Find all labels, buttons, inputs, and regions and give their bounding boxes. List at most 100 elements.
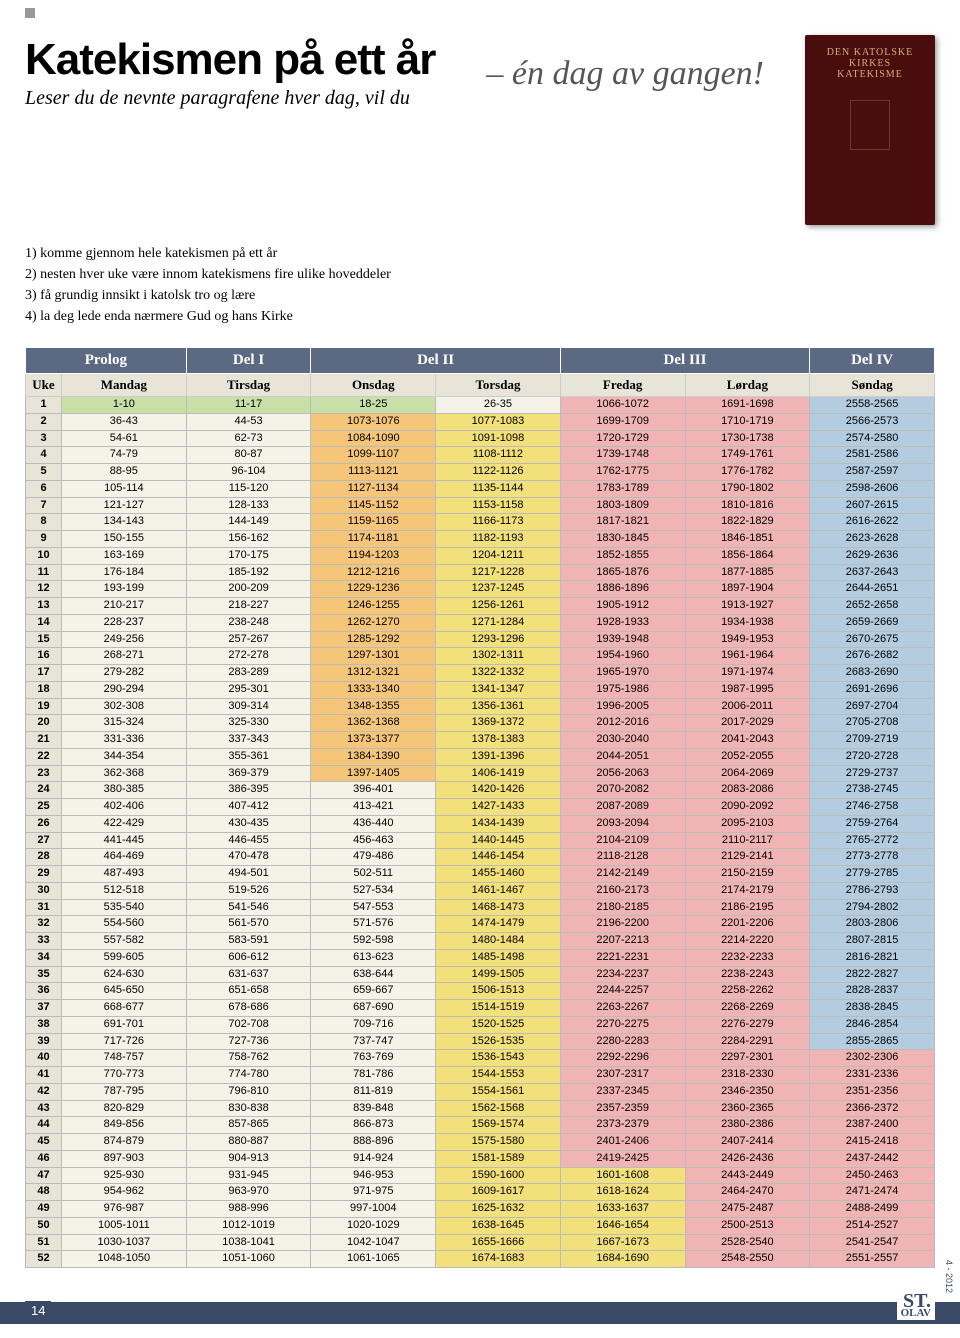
week-number-cell: 29 <box>26 866 62 883</box>
table-row: 43820-829830-838839-8481562-15682357-235… <box>26 1100 935 1117</box>
schedule-cell: 121-127 <box>62 497 187 514</box>
schedule-cell: 2759-2764 <box>810 815 935 832</box>
table-row: 236-4344-531073-10761077-10831699-170917… <box>26 413 935 430</box>
week-number-cell: 8 <box>26 514 62 531</box>
schedule-cell: 557-582 <box>62 933 187 950</box>
schedule-cell: 2284-2291 <box>685 1033 810 1050</box>
book-line: KIRKES <box>813 58 927 69</box>
part-header-cell: Prolog <box>26 348 187 374</box>
table-row: 37668-677678-686687-6901514-15192263-226… <box>26 1000 935 1017</box>
schedule-cell: 1420-1426 <box>436 782 561 799</box>
schedule-cell: 238-248 <box>186 614 311 631</box>
schedule-cell: 512-518 <box>62 882 187 899</box>
day-header-cell: Lørdag <box>685 374 810 397</box>
schedule-cell: 1005-1011 <box>62 1217 187 1234</box>
schedule-cell: 946-953 <box>311 1167 436 1184</box>
table-row: 33557-582583-591592-5981480-14842207-221… <box>26 933 935 950</box>
week-number-cell: 41 <box>26 1067 62 1084</box>
schedule-cell: 1633-1637 <box>560 1201 685 1218</box>
table-row: 14228-237238-2481262-12701271-12841928-1… <box>26 614 935 631</box>
schedule-cell: 2816-2821 <box>810 949 935 966</box>
schedule-cell: 2846-2854 <box>810 1016 935 1033</box>
schedule-cell: 2807-2815 <box>810 933 935 950</box>
table-row: 44849-856857-865866-8731569-15742373-237… <box>26 1117 935 1134</box>
schedule-cell: 2201-2206 <box>685 916 810 933</box>
intro-item: 1) komme gjennom hele katekismen på ett … <box>25 243 935 264</box>
week-number-cell: 45 <box>26 1134 62 1151</box>
schedule-cell: 1406-1419 <box>436 765 561 782</box>
schedule-cell: 2244-2257 <box>560 983 685 1000</box>
schedule-cell: 787-795 <box>62 1083 187 1100</box>
schedule-cell: 758-762 <box>186 1050 311 1067</box>
schedule-cell: 2746-2758 <box>810 799 935 816</box>
schedule-cell: 2629-2636 <box>810 547 935 564</box>
schedule-cell: 645-650 <box>62 983 187 1000</box>
week-number-cell: 2 <box>26 413 62 430</box>
week-number-cell: 25 <box>26 799 62 816</box>
schedule-cell: 954-962 <box>62 1184 187 1201</box>
day-header-row: UkeMandagTirsdagOnsdagTorsdagFredagLørda… <box>26 374 935 397</box>
schedule-cell: 80-87 <box>186 447 311 464</box>
week-number-cell: 40 <box>26 1050 62 1067</box>
intro-list: 1) komme gjennom hele katekismen på ett … <box>25 243 935 327</box>
schedule-cell: 781-786 <box>311 1067 436 1084</box>
schedule-cell: 2822-2827 <box>810 966 935 983</box>
schedule-cell: 737-747 <box>311 1033 436 1050</box>
week-number-cell: 34 <box>26 949 62 966</box>
table-row: 474-7980-871099-11071108-11121739-174817… <box>26 447 935 464</box>
schedule-cell: 1384-1390 <box>311 748 436 765</box>
schedule-cell: 2450-2463 <box>810 1167 935 1184</box>
table-row: 26422-429430-435436-4401434-14392093-209… <box>26 815 935 832</box>
schedule-cell: 1480-1484 <box>436 933 561 950</box>
schedule-cell: 1373-1377 <box>311 732 436 749</box>
schedule-cell: 1145-1152 <box>311 497 436 514</box>
schedule-cell: 1061-1065 <box>311 1251 436 1268</box>
schedule-cell: 1030-1037 <box>62 1234 187 1251</box>
table-row: 42787-795796-810811-8191554-15612337-234… <box>26 1083 935 1100</box>
schedule-cell: 470-478 <box>186 849 311 866</box>
schedule-cell: 185-192 <box>186 564 311 581</box>
book-emblem-icon <box>850 100 890 150</box>
schedule-cell: 971-975 <box>311 1184 436 1201</box>
schedule-cell: 2683-2690 <box>810 665 935 682</box>
schedule-cell: 1954-1960 <box>560 648 685 665</box>
table-row: 28464-469470-478479-4861446-14542118-212… <box>26 849 935 866</box>
schedule-cell: 2786-2793 <box>810 882 935 899</box>
schedule-body: 11-1011-1718-2526-351066-10721691-169825… <box>26 397 935 1268</box>
schedule-cell: 2838-2845 <box>810 1000 935 1017</box>
book-line: KATEKISME <box>813 69 927 80</box>
schedule-cell: 2118-2128 <box>560 849 685 866</box>
table-row: 41770-773774-780781-7861544-15532307-231… <box>26 1067 935 1084</box>
schedule-cell: 2488-2499 <box>810 1201 935 1218</box>
schedule-cell: 811-819 <box>311 1083 436 1100</box>
schedule-cell: 430-435 <box>186 815 311 832</box>
schedule-cell: 763-769 <box>311 1050 436 1067</box>
schedule-cell: 624-630 <box>62 966 187 983</box>
schedule-cell: 2443-2449 <box>685 1167 810 1184</box>
week-number-cell: 46 <box>26 1150 62 1167</box>
schedule-cell: 2437-2442 <box>810 1150 935 1167</box>
schedule-cell: 2207-2213 <box>560 933 685 950</box>
schedule-cell: 541-546 <box>186 899 311 916</box>
schedule-cell: 176-184 <box>62 564 187 581</box>
schedule-cell: 2292-2296 <box>560 1050 685 1067</box>
schedule-cell: 880-887 <box>186 1134 311 1151</box>
schedule-cell: 561-570 <box>186 916 311 933</box>
table-row: 25402-406407-412413-4211427-14332087-208… <box>26 799 935 816</box>
schedule-cell: 571-576 <box>311 916 436 933</box>
schedule-cell: 2110-2117 <box>685 832 810 849</box>
intro-item: 2) nesten hver uke være innom katekismen… <box>25 264 935 285</box>
week-number-cell: 44 <box>26 1117 62 1134</box>
table-row: 11176-184185-1921212-12161217-12281865-1… <box>26 564 935 581</box>
week-number-cell: 26 <box>26 815 62 832</box>
schedule-cell: 2041-2043 <box>685 732 810 749</box>
week-number-cell: 38 <box>26 1016 62 1033</box>
schedule-cell: 2087-2089 <box>560 799 685 816</box>
header: Katekismen på ett år Leser du de nevnte … <box>25 35 935 225</box>
schedule-cell: 1446-1454 <box>436 849 561 866</box>
schedule-cell: 2587-2597 <box>810 464 935 481</box>
table-row: 354-6162-731084-10901091-10981720-172917… <box>26 430 935 447</box>
week-number-cell: 14 <box>26 614 62 631</box>
intro-item: 4) la deg lede enda nærmere Gud og hans … <box>25 306 935 327</box>
schedule-cell: 659-667 <box>311 983 436 1000</box>
